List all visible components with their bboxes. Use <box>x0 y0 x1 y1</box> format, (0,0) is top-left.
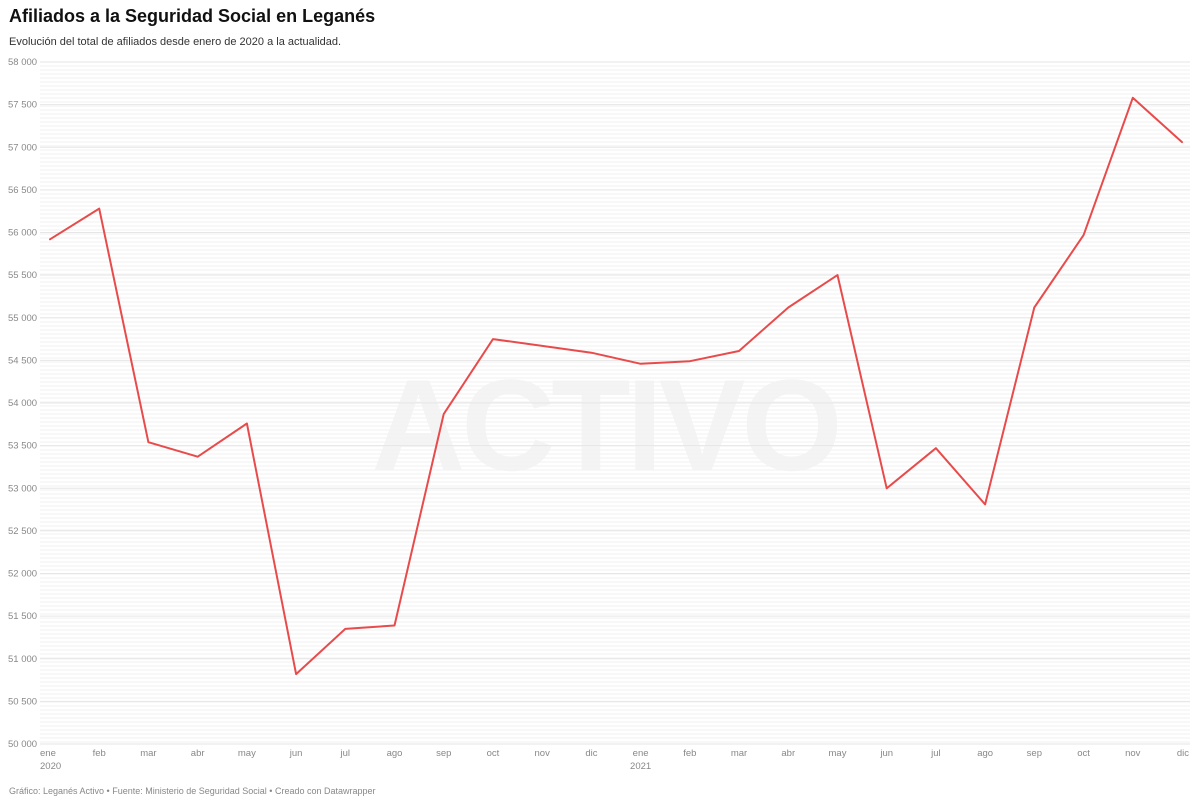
x-tick-label: ago <box>387 748 403 759</box>
y-tick-label: 52 500 <box>8 526 37 537</box>
data-point <box>490 337 495 342</box>
data-point <box>687 359 692 364</box>
y-tick-label: 56 500 <box>8 185 37 196</box>
y-axis: 50 000 50 500 51 000 51 500 52 000 52 500 53 0… <box>8 57 37 750</box>
series-line <box>49 96 1183 676</box>
data-point <box>835 273 840 278</box>
x-tick-label: dic <box>585 748 597 759</box>
data-point <box>343 626 348 631</box>
x-tick-label: sep <box>436 748 451 759</box>
data-point <box>933 446 938 451</box>
x-tick-label: jun <box>289 748 303 759</box>
x-tick-label: abr <box>191 748 205 759</box>
x-tick-label: mar <box>140 748 156 759</box>
data-point <box>294 672 299 677</box>
x-axis: ene feb mar abr may jun jul ago sep oct nov dic ene f… <box>40 748 1189 772</box>
x-tick-label: oct <box>487 748 500 759</box>
x-tick-label: feb <box>93 748 106 759</box>
x-tick-label: dic <box>1177 748 1189 759</box>
data-point <box>589 350 594 355</box>
x-tick-label: jul <box>340 748 351 759</box>
data-point <box>1180 140 1185 145</box>
x-tick-label: ene <box>40 748 56 759</box>
data-point <box>195 454 200 459</box>
y-tick-label: 57 000 <box>8 142 37 153</box>
x-tick-label: ene <box>633 748 649 759</box>
y-tick-label: 54 000 <box>8 398 37 409</box>
data-point <box>737 348 742 353</box>
x-tick-label: abr <box>781 748 795 759</box>
data-point <box>1081 233 1086 238</box>
data-point <box>97 206 102 211</box>
data-point <box>392 623 397 628</box>
data-point <box>983 502 988 507</box>
y-tick-label: 57 500 <box>8 100 37 111</box>
data-point <box>638 361 643 366</box>
x-tick-label: mar <box>731 748 747 759</box>
data-point <box>1130 95 1135 100</box>
y-tick-label: 56 000 <box>8 228 37 239</box>
x-tick-label: may <box>829 748 847 759</box>
x-tick-label: oct <box>1077 748 1090 759</box>
x-year-label: 2020 <box>40 761 61 772</box>
y-tick-label: 53 500 <box>8 441 37 452</box>
x-tick-label: jun <box>879 748 893 759</box>
y-tick-label: 51 000 <box>8 654 37 665</box>
x-tick-label: nov <box>535 748 551 759</box>
y-tick-label: 51 500 <box>8 611 37 622</box>
y-tick-label: 50 000 <box>8 739 37 750</box>
data-point <box>48 237 53 242</box>
data-point <box>540 343 545 348</box>
data-point <box>146 440 151 445</box>
x-year-label: 2021 <box>630 761 651 772</box>
data-point <box>786 305 791 310</box>
chart-footer: Gráfico: Leganés Activo • Fuente: Minist… <box>9 786 376 796</box>
chart-title: Afiliados a la Seguridad Social en Legan… <box>9 6 376 26</box>
y-tick-label: 53 000 <box>8 483 37 494</box>
y-tick-label: 55 000 <box>8 313 37 324</box>
chart-subtitle: Evolución del total de afiliados desde e… <box>9 36 342 48</box>
y-tick-label: 54 500 <box>8 355 37 366</box>
y-tick-label: 58 000 <box>8 57 37 68</box>
x-tick-label: ago <box>977 748 993 759</box>
grid-lines <box>40 61 1190 745</box>
x-tick-label: jul <box>930 748 941 759</box>
data-point <box>884 486 889 491</box>
y-tick-label: 50 500 <box>8 696 37 707</box>
data-point <box>441 412 446 417</box>
series-layer <box>48 95 1185 677</box>
x-tick-label: may <box>238 748 256 759</box>
data-point <box>1032 305 1037 310</box>
data-point <box>244 421 249 426</box>
y-tick-label: 52 000 <box>8 569 37 580</box>
y-tick-label: 55 500 <box>8 270 37 281</box>
x-tick-label: nov <box>1125 748 1141 759</box>
x-tick-label: feb <box>683 748 696 759</box>
x-tick-label: sep <box>1027 748 1042 759</box>
